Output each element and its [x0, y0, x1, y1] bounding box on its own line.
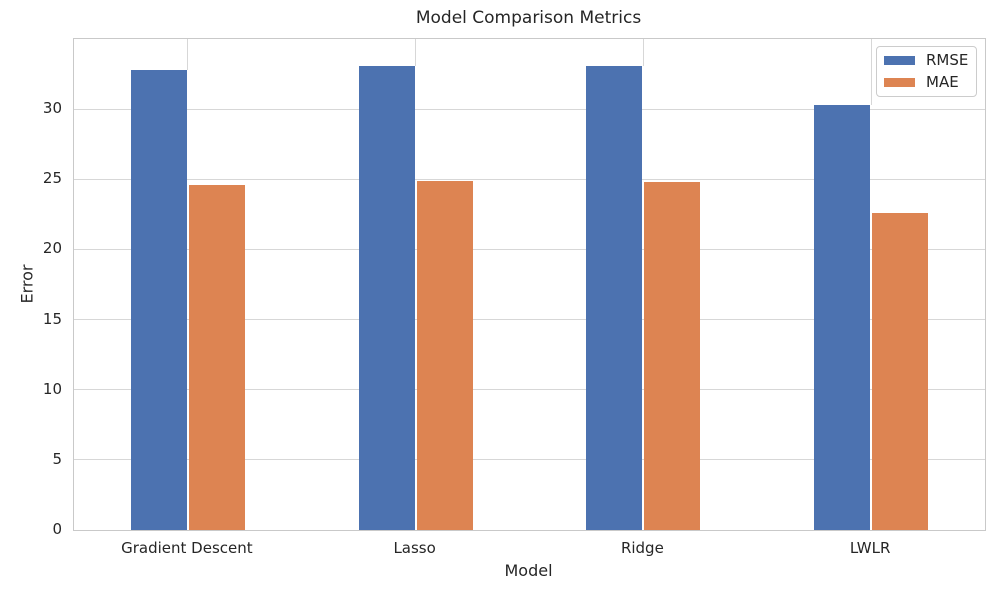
- v-gridline: [415, 39, 417, 66]
- legend-swatch-rmse-icon: [884, 56, 915, 65]
- v-gridline: [870, 39, 872, 105]
- legend: RMSE MAE: [876, 46, 977, 97]
- legend-item-mae: MAE: [884, 75, 968, 90]
- x-tick-label: Lasso: [393, 539, 436, 557]
- y-tick-label: 30: [42, 99, 62, 118]
- legend-swatch-mae-icon: [884, 78, 915, 87]
- v-gridline: [642, 39, 644, 66]
- h-gridline: [74, 248, 985, 250]
- y-tick-label: 5: [52, 449, 62, 468]
- y-tick-label: 20: [42, 239, 62, 258]
- v-gridline: [187, 39, 189, 70]
- h-gridline: [74, 108, 985, 110]
- y-tick-label: 10: [42, 379, 62, 398]
- h-gridline: [74, 389, 985, 391]
- bar-rmse-lwlr: [814, 104, 871, 530]
- y-tick-label: 25: [42, 169, 62, 188]
- y-axis-label: Error: [17, 264, 37, 304]
- bar-rmse-lasso: [358, 65, 415, 530]
- bar-mae-lasso: [416, 180, 473, 530]
- y-tick-label: 15: [42, 309, 62, 328]
- legend-label-rmse: RMSE: [926, 51, 969, 69]
- bar-rmse-ridge: [586, 65, 643, 530]
- bar-mae-lwlr: [872, 212, 929, 530]
- bar-mae-ridge: [644, 182, 701, 530]
- h-gridline: [74, 319, 985, 321]
- h-gridline: [74, 178, 985, 180]
- bar-rmse-gradient-descent: [130, 69, 187, 530]
- bar-mae-gradient-descent: [188, 184, 245, 530]
- h-gridline: [74, 459, 985, 461]
- chart-title: Model Comparison Metrics: [415, 8, 642, 28]
- y-tick-label: 0: [52, 520, 62, 538]
- x-tick-label: Ridge: [620, 539, 664, 557]
- x-tick-label: Gradient Descent: [121, 539, 253, 557]
- legend-label-mae: MAE: [926, 73, 959, 91]
- plot-area: [73, 38, 986, 531]
- x-tick-label: LWLR: [849, 539, 891, 557]
- legend-item-rmse: RMSE: [884, 53, 968, 68]
- x-axis-label: Model: [504, 561, 553, 580]
